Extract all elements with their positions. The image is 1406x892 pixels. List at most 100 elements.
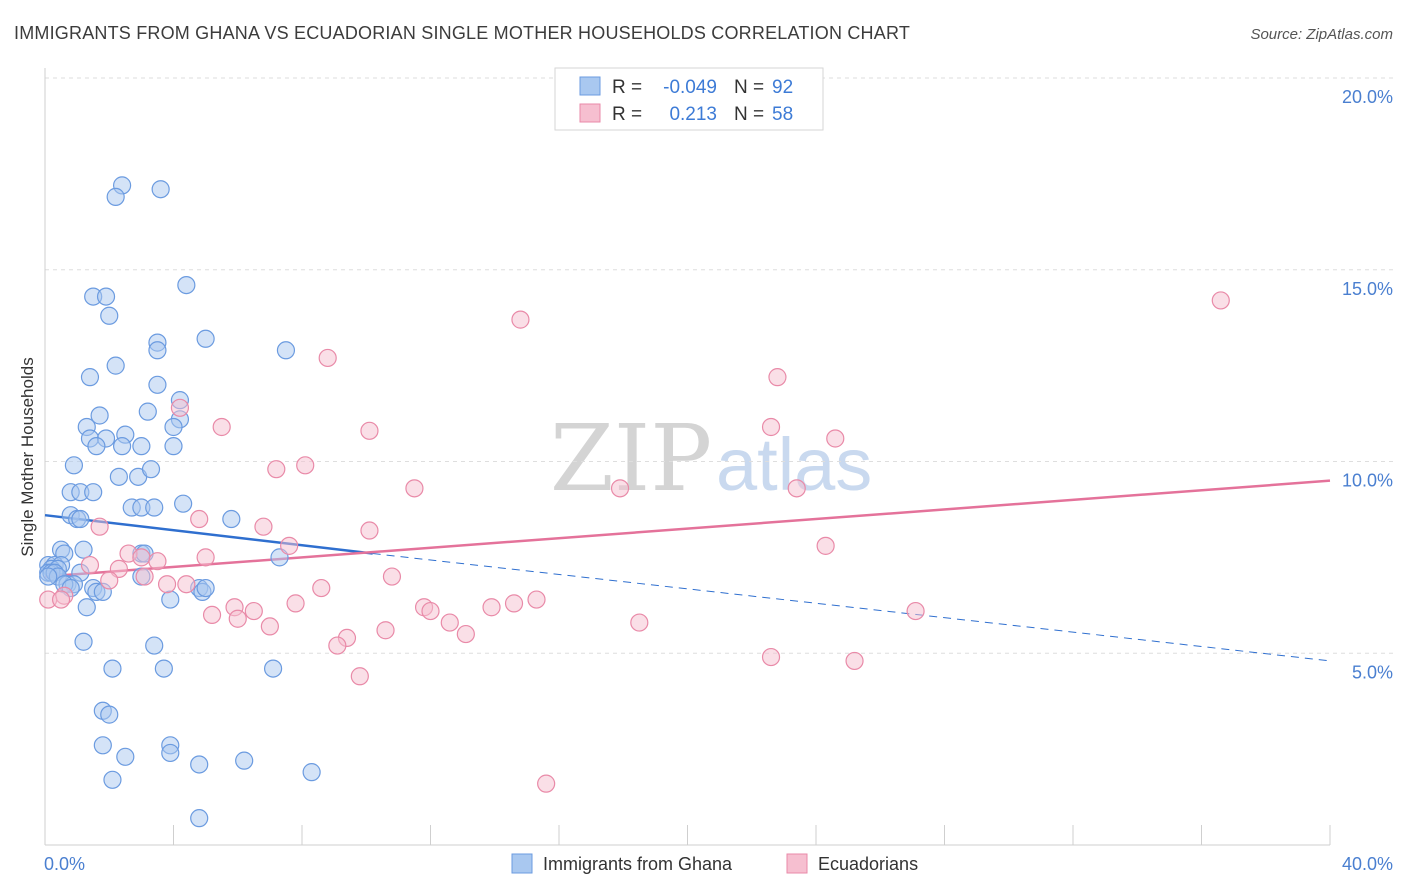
- data-point: [761, 647, 781, 667]
- data-point: [350, 667, 369, 686]
- data-point: [235, 751, 254, 770]
- series-ecuadorians-points: [39, 291, 1230, 793]
- data-point: [360, 521, 379, 540]
- data-point: [151, 180, 170, 199]
- data-point: [202, 605, 222, 625]
- data-point: [64, 456, 84, 475]
- data-point: [421, 601, 440, 621]
- series-ghana-points: [39, 176, 321, 828]
- y-tick-label: 5.0%: [1352, 662, 1393, 682]
- data-point: [164, 437, 183, 456]
- data-point: [90, 517, 109, 536]
- data-point: [177, 275, 196, 295]
- data-point: [141, 460, 161, 479]
- stats-legend: R = -0.049 N = 92 R = 0.213 N = 58: [554, 67, 824, 131]
- data-point: [96, 287, 116, 306]
- data-point: [787, 479, 806, 498]
- data-point: [260, 617, 279, 636]
- gridlines: [45, 77, 1393, 654]
- legend-r-value-ecuadorians: 0.213: [669, 104, 717, 125]
- data-point: [106, 187, 125, 206]
- data-point: [177, 575, 196, 594]
- data-point: [103, 770, 122, 789]
- data-point: [328, 636, 347, 655]
- data-point: [276, 341, 296, 360]
- chart-title: IMMIGRANTS FROM GHANA VS ECUADORIAN SING…: [14, 23, 910, 43]
- data-point: [190, 509, 209, 529]
- legend-r-label-ghana: R =: [612, 77, 642, 98]
- data-point: [84, 483, 103, 502]
- data-point: [164, 417, 183, 437]
- data-point: [112, 437, 132, 456]
- data-point: [132, 437, 151, 456]
- data-point: [148, 552, 167, 571]
- data-point: [286, 594, 305, 613]
- data-point: [610, 479, 630, 498]
- legend-n-label-ghana: N =: [734, 77, 764, 98]
- data-point: [456, 624, 475, 644]
- data-point: [80, 368, 100, 387]
- data-point: [100, 571, 119, 590]
- y-axis-title: Single Mother Households: [18, 357, 37, 556]
- data-point: [74, 632, 93, 651]
- data-point: [74, 540, 93, 559]
- data-point: [1211, 291, 1230, 310]
- data-point: [280, 536, 299, 555]
- data-point: [145, 636, 164, 655]
- data-point: [482, 598, 501, 617]
- data-point: [537, 774, 556, 793]
- data-point: [109, 467, 128, 486]
- scatter-points: [39, 176, 1230, 828]
- tick-labels: 5.0% 10.0% 15.0% 20.0% 0.0% 40.0%: [44, 87, 1393, 874]
- x-tick-label: 40.0%: [1342, 854, 1393, 874]
- data-point: [228, 609, 247, 628]
- data-point: [157, 575, 177, 594]
- data-point: [768, 368, 787, 387]
- y-tick-label: 15.0%: [1342, 279, 1393, 299]
- bottom-legend-swatch-ecuadorians: [786, 853, 808, 874]
- data-point: [100, 306, 119, 325]
- data-point: [106, 356, 125, 375]
- y-tick-label: 10.0%: [1342, 471, 1393, 491]
- bottom-legend-label-ghana: Immigrants from Ghana: [543, 854, 733, 874]
- data-point: [826, 429, 845, 448]
- trend-line-ecuadorians: [44, 479, 1331, 578]
- data-point: [135, 567, 154, 586]
- data-point: [148, 341, 167, 360]
- data-point: [190, 755, 209, 774]
- data-point: [103, 659, 122, 678]
- data-point: [405, 479, 424, 498]
- data-point: [630, 613, 649, 632]
- data-point: [222, 509, 241, 529]
- data-point: [161, 743, 180, 763]
- data-point: [51, 590, 71, 609]
- data-point: [196, 548, 215, 567]
- x-tick-label: 0.0%: [44, 854, 85, 874]
- data-point: [138, 402, 157, 421]
- data-point: [170, 398, 190, 417]
- data-point: [440, 613, 459, 632]
- data-point: [80, 555, 100, 575]
- trend-line-ghana-extrapolated: [372, 553, 1331, 662]
- data-point: [154, 659, 173, 678]
- data-point: [77, 598, 96, 617]
- data-point: [296, 456, 315, 475]
- bottom-legend-swatch-ghana: [511, 853, 533, 874]
- legend-r-value-ghana: -0.049: [663, 77, 717, 98]
- watermark-zip: ZIP: [550, 405, 712, 512]
- data-point: [174, 494, 193, 513]
- data-point: [816, 536, 835, 555]
- data-point: [302, 763, 321, 782]
- data-point: [263, 659, 283, 678]
- data-point: [906, 601, 925, 621]
- legend-n-value-ghana: 92: [772, 77, 793, 98]
- data-point: [376, 621, 395, 640]
- data-point: [196, 578, 215, 598]
- bottom-legend-label-ecuadorians: Ecuadorians: [818, 854, 918, 874]
- data-point: [93, 736, 112, 755]
- data-point: [145, 498, 164, 517]
- data-point: [267, 460, 286, 479]
- data-point: [382, 567, 402, 586]
- data-point: [90, 406, 109, 425]
